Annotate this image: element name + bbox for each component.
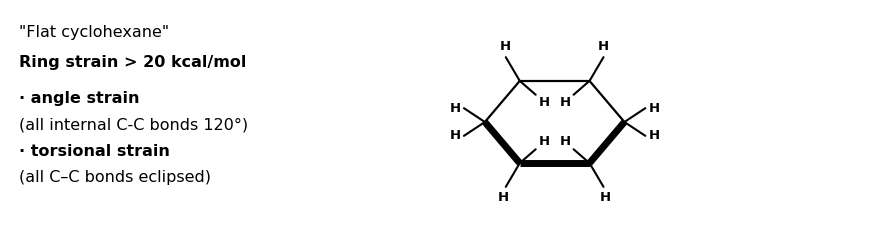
Text: H: H (450, 102, 461, 115)
Text: H: H (539, 135, 549, 148)
Text: · angle strain: · angle strain (19, 91, 140, 106)
Text: H: H (498, 191, 510, 204)
Text: "Flat cyclohexane": "Flat cyclohexane" (19, 25, 169, 40)
Text: H: H (559, 135, 571, 148)
Text: H: H (600, 191, 611, 204)
Text: H: H (598, 40, 609, 53)
Text: H: H (559, 96, 571, 109)
Text: · torsional strain: · torsional strain (19, 144, 170, 159)
Text: H: H (539, 96, 549, 109)
Text: H: H (648, 129, 660, 142)
Text: H: H (648, 102, 660, 115)
Text: H: H (450, 129, 461, 142)
Text: H: H (500, 40, 512, 53)
Text: Ring strain > 20 kcal/mol: Ring strain > 20 kcal/mol (19, 55, 247, 70)
Text: (all C–C bonds eclipsed): (all C–C bonds eclipsed) (19, 171, 212, 185)
Text: (all internal C-C bonds 120°): (all internal C-C bonds 120°) (19, 117, 249, 132)
